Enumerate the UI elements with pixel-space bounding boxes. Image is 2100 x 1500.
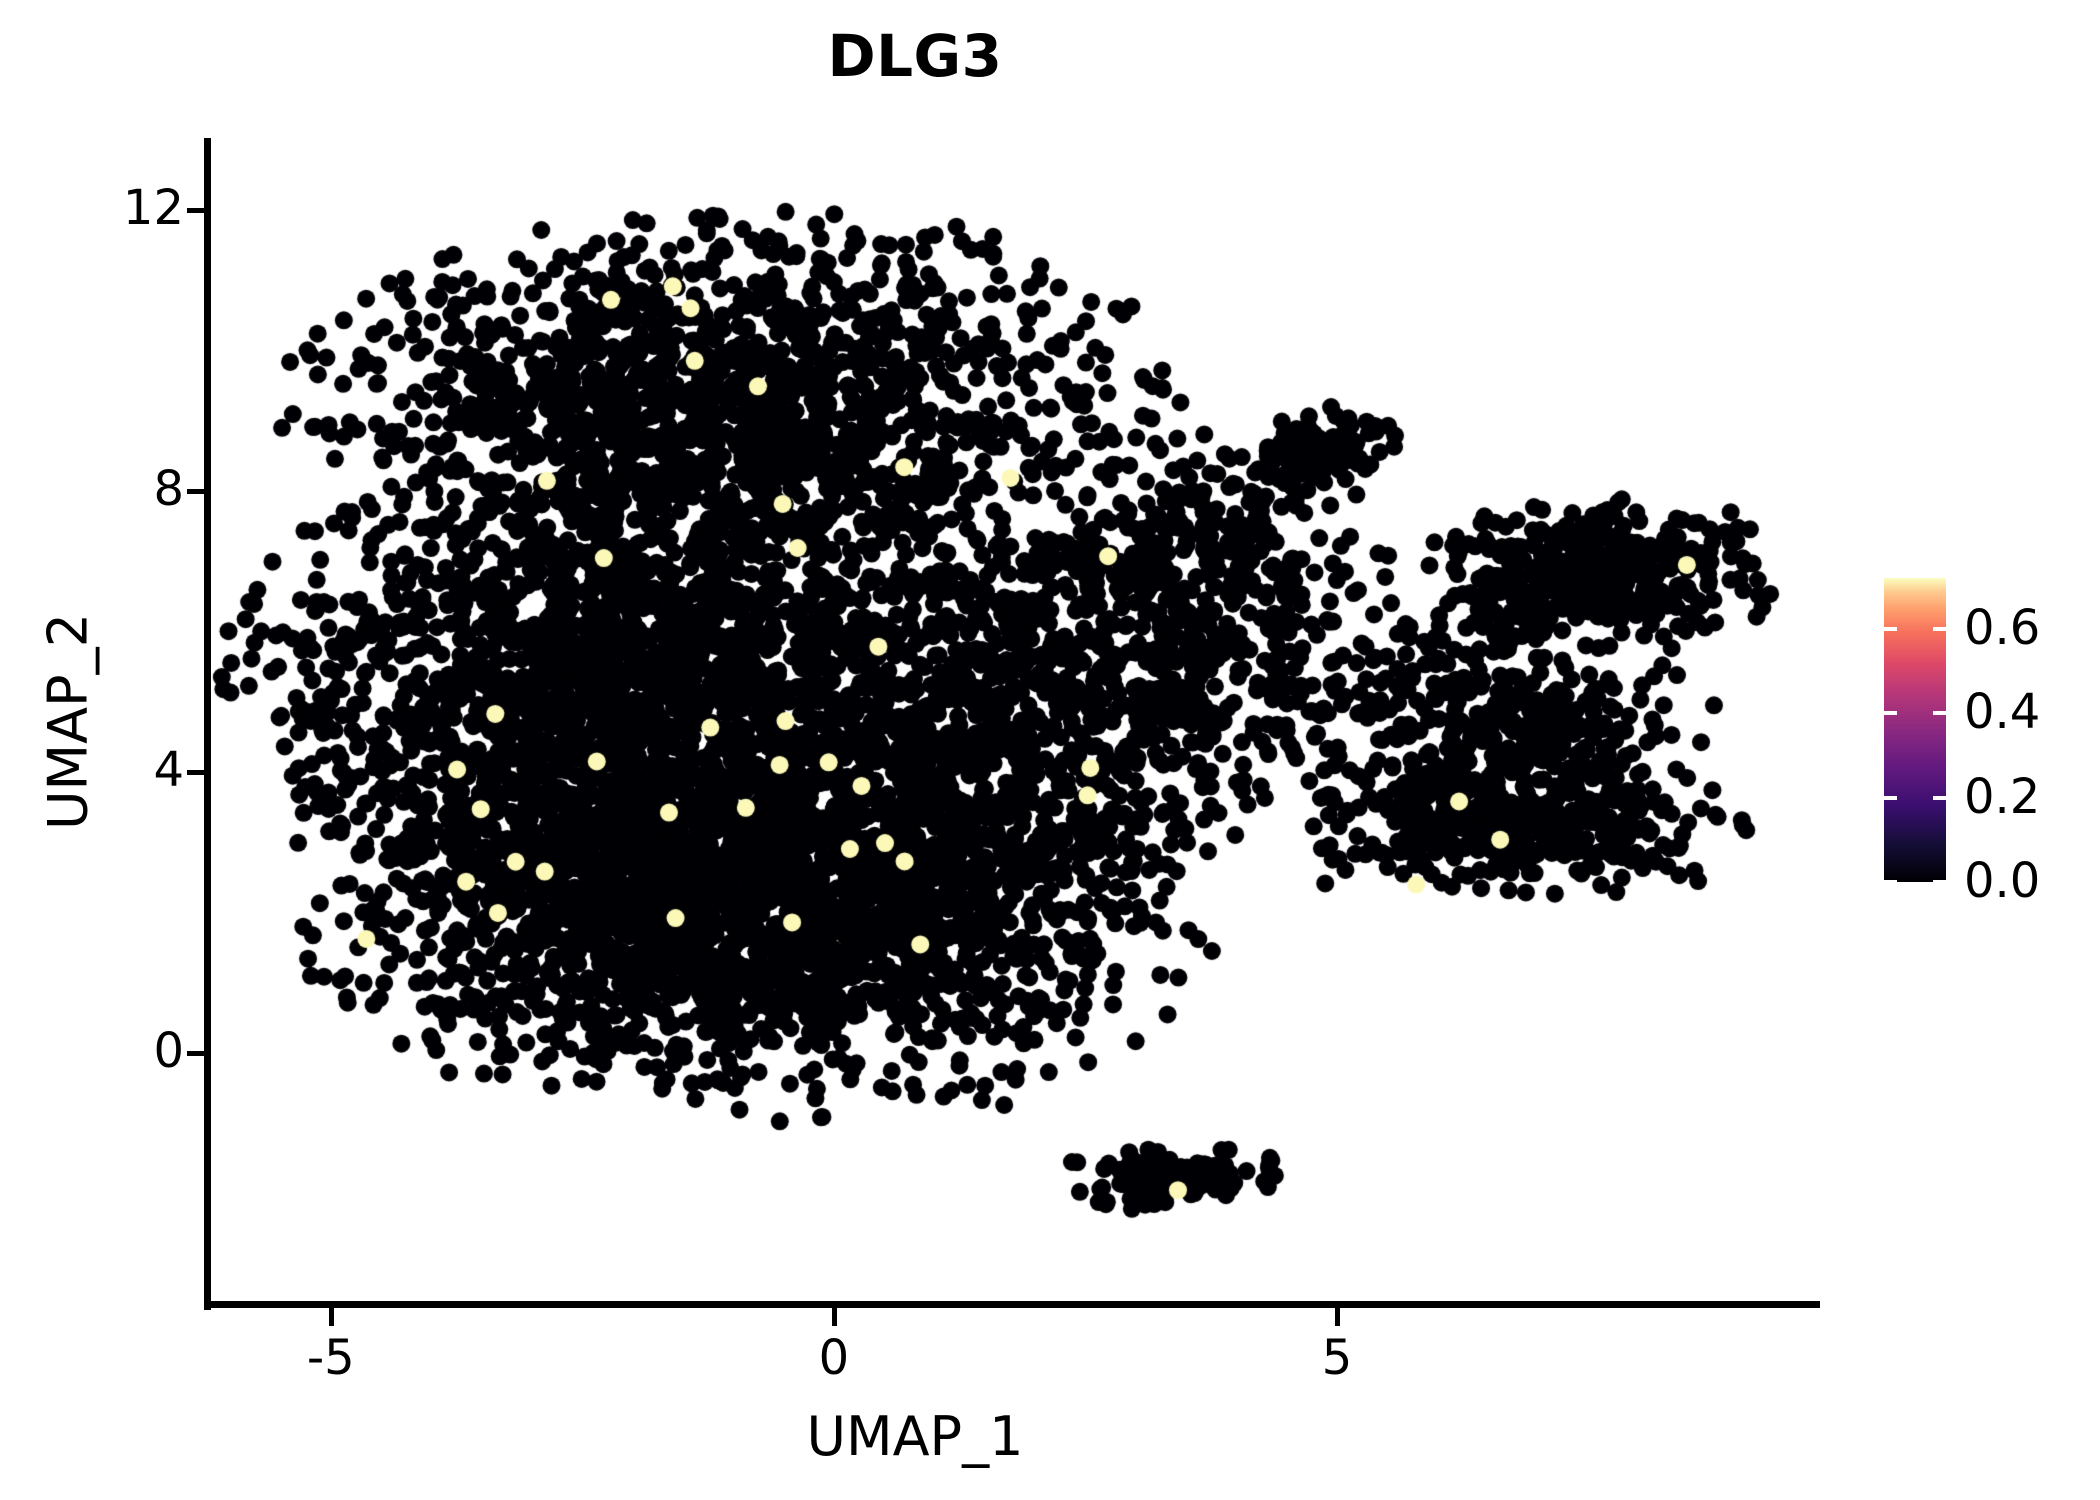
colorbar-tick-mark	[1884, 880, 1897, 884]
colorbar-tick-mark	[1933, 711, 1946, 716]
colorbar-tick-label: 0.2	[1964, 768, 2041, 825]
x-tick-label: 5	[1321, 1330, 1353, 1386]
x-tick-mark	[831, 1308, 837, 1326]
colorbar-tick-mark	[1884, 795, 1897, 800]
page-title: DLG3	[827, 22, 1003, 90]
x-tick-mark	[328, 1308, 334, 1326]
colorbar-tick-mark	[1884, 711, 1897, 716]
x-tick-label: -5	[306, 1330, 355, 1386]
colorbar-tick-mark	[1933, 880, 1946, 884]
y-tick-mark	[187, 208, 205, 214]
y-tick-label: 4	[153, 742, 184, 799]
colorbar-tick-label: 0.4	[1964, 684, 2041, 741]
colorbar-tick-mark	[1933, 626, 1946, 631]
x-tick-label: 0	[818, 1330, 850, 1386]
y-tick-mark	[187, 489, 205, 495]
y-axis-spine	[204, 138, 211, 1310]
y-axis-label: UMAP_2	[36, 613, 100, 830]
y-tick-label: 8	[153, 461, 184, 518]
y-tick-label: 12	[122, 180, 184, 237]
x-tick-mark	[1335, 1308, 1340, 1326]
colorbar-gradient	[1884, 578, 1946, 882]
colorbar-tick-mark	[1884, 626, 1897, 631]
colorbar-tick-label: 0.6	[1964, 599, 2041, 656]
y-tick-mark	[187, 1051, 205, 1057]
y-tick-label: 0	[153, 1023, 184, 1080]
colorbar-tick-mark	[1933, 795, 1946, 800]
plot-area	[210, 140, 1820, 1306]
y-tick-mark	[187, 770, 205, 776]
colorbar-tick-label: 0.0	[1964, 853, 2041, 909]
scatter-points-layer	[210, 140, 1820, 1306]
x-axis-label: UMAP_1	[806, 1405, 1024, 1468]
